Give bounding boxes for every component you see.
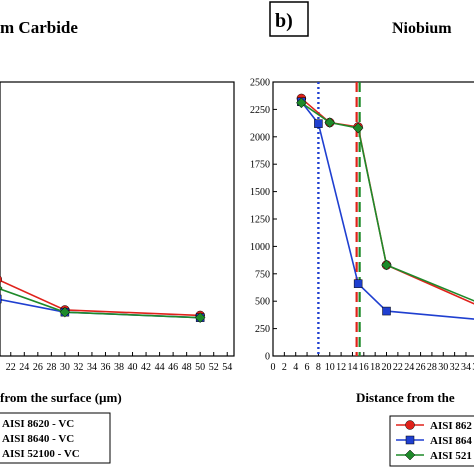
panel-a-series-2-point [194,312,206,323]
panel-b-frame [272,81,474,357]
panel-b-xtick-label: 32 [450,362,460,373]
panel-a-xtick-label: 42 [141,362,151,373]
panel-a-xtick-label: 28 [46,362,56,373]
panel-b-xtick-label: 34 [461,362,471,373]
panel-a-xlabel: from the surface (µm) [0,390,122,405]
panel-a-xtick-label: 36 [100,362,110,373]
panel-b-label-box [269,1,309,37]
panel-b-ytick-label: 1500 [250,187,270,198]
panel-b-xtick-label: 0 [271,362,276,373]
panel-b-label: b) [275,10,293,32]
panel-a-chart: m Carbide 22 24 26 28 30 32 34 36 38 40 42 44 46 48 50… [0,18,235,464]
panel-b-ytick-label: 250 [255,324,270,335]
panel-a-xtick-label: 50 [195,362,205,373]
panel-a-title: m Carbide [0,18,78,37]
panel-b-xtick-label: 10 [325,362,335,373]
panel-a-series-2-point [59,306,71,318]
panel-b-series-1-point [353,279,363,288]
panel-b-ytick-label: 2250 [250,105,270,116]
panel-b-xlabel: Distance from the [356,390,455,405]
panel-b-series-1-point [314,119,323,128]
panel-b-ytick-label: 0 [265,352,270,363]
panel-b-xtick-label: 8 [316,362,321,373]
panel-a-frame [0,81,235,357]
panel-b-xtick-label: 36 [472,362,474,373]
legend-a-entry-2: AISI 52100 - VC [2,448,80,460]
panel-b-series-1-point [382,306,391,316]
panel-b-series-1-line [300,101,474,320]
legend-b-entry-1: AISI 864 [430,435,472,447]
legend-a-entry-0: AISI 8620 - VC [2,418,74,430]
panel-a-series-1-point [0,294,2,304]
panel-b-xtick-label: 12 [336,362,346,373]
panel-a-xtick-label: 48 [182,362,192,373]
panel-b-series-2-point [324,117,336,128]
panel-b-xtick-label: 6 [305,362,310,373]
panel-b-series-2-point [296,97,307,109]
panel-b-xtick-label: 22 [393,362,403,373]
legend-b-marker-2 [404,449,416,461]
panel-b-xtick-label: 30 [438,362,448,373]
panel-b-xtick-label: 26 [416,362,426,373]
panel-a-xtick-label: 24 [19,362,29,373]
panel-b-xtick-label: 16 [359,362,369,373]
panel-a-series-2-line [0,288,201,319]
legend-a-entry-1: AISI 8640 - VC [2,433,74,445]
panel-a-xtick-label: 44 [155,362,165,373]
panel-b-ytick-label: 2000 [250,132,270,143]
panel-a-xtick-label: 40 [128,362,138,373]
panel-b-xtick-label: 4 [293,362,298,373]
panel-b-ytick-label: 2500 [250,78,270,89]
panel-b-series-2-point [381,259,392,271]
panel-b-series-2-line [300,102,474,302]
panel-b-xtick-label: 24 [404,362,414,373]
panel-a-xtick-label: 32 [73,362,83,373]
panel-b-xtick-label: 14 [347,362,357,373]
panel-b-xtick-label: 28 [427,362,437,373]
panel-b-xtick-label: 2 [282,362,287,373]
panel-b-series-2-point [352,122,364,134]
panel-b-chart: b) Niobium 0 2 4 6 8 10 12 14 16 18 20 22 24 26 28 30 32… [250,1,474,467]
panel-a-xtick-label: 22 [6,362,16,373]
panel-b-xtick-label: 18 [370,362,380,373]
panel-a-xtick-label: 26 [33,362,43,373]
legend-b-marker-0 [405,420,415,430]
panel-a-xtick-label: 34 [87,362,97,373]
panel-a-xtick-label: 52 [209,362,219,373]
panel-b-legend: AISI 862 AISI 864 AISI 521 [389,415,474,467]
panel-b-ytick-label: 1000 [250,242,270,253]
panel-a-legend: AISI 8620 - VC AISI 8640 - VC AISI 52100… [0,412,111,464]
legend-b-entry-0: AISI 862 [430,420,472,432]
panel-b-ytick-label: 1750 [250,160,270,171]
panel-b-xtick-label: 20 [382,362,392,373]
panel-b-ytick-label: 1250 [250,215,270,226]
panel-a-xtick-label: 38 [114,362,124,373]
panel-a-series-0-point [0,275,2,284]
panel-a-series-0-line [0,279,201,317]
legend-b-entry-2: AISI 521 [430,450,472,462]
legend-b-marker-1 [405,435,415,445]
panel-b-series-0-line [300,97,474,305]
panel-a-xtick-label: 54 [222,362,232,373]
panel-a-xtick-label: 46 [168,362,178,373]
panel-a-xtick-label: 30 [60,362,70,373]
panel-b-ytick-label: 500 [255,297,270,308]
panel-b-title: Niobium [392,20,452,37]
panel-a-series-2-point [0,285,3,291]
panel-b-ytick-label: 750 [255,269,270,280]
